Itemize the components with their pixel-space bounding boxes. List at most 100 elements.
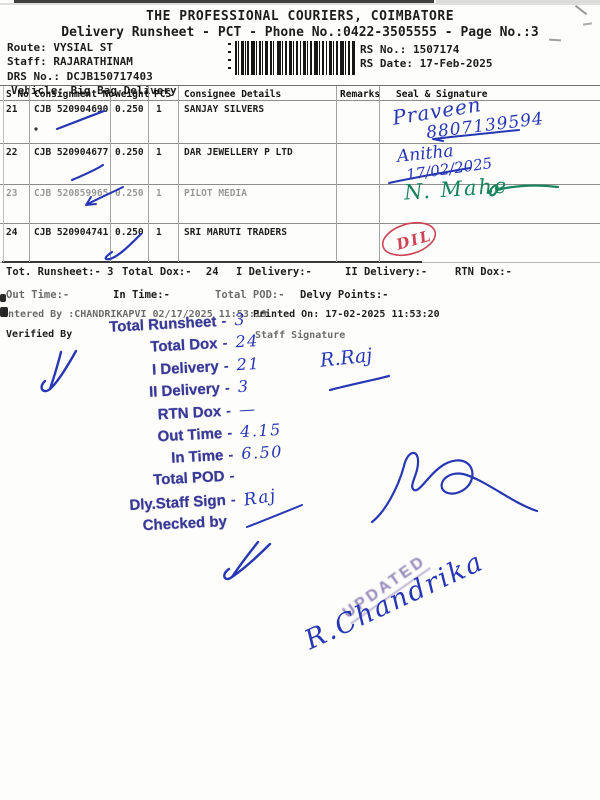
rs-date-field: RS Date: 17-Feb-2025	[360, 57, 492, 70]
table-row-cell-weight: 0.250	[115, 188, 144, 199]
hand-value: 3	[237, 376, 250, 397]
hand-label: Out Time	[157, 424, 223, 446]
col-header-seal: Seal & Signature	[396, 89, 488, 100]
hand-sep: -	[229, 467, 235, 485]
table-row-cell-consignee: PILOT MEDIA	[184, 188, 247, 199]
delvy-points-field: Delvy Points:-	[300, 289, 389, 301]
hand-label: In Time	[170, 447, 224, 468]
vehicle-field: Vehicle: Big Bag Delivery	[11, 84, 177, 97]
printed-on-line: Printed On: 17-02-2025 11:53:20	[253, 309, 440, 320]
table-border	[0, 100, 600, 101]
rs-date-label: RS Date:	[360, 57, 413, 70]
tot-runsheet-field: Tot. Runsheet:- 3	[6, 266, 113, 278]
drs-no-value: DCJB150717403	[66, 70, 153, 83]
table-row-cell-consignment: CJB 520904741	[34, 227, 109, 238]
hand-value: 4.15	[239, 419, 283, 442]
hand-sep: -	[224, 379, 231, 397]
row21-underline	[432, 129, 520, 142]
row21-signature-phone: 8807139594	[425, 108, 545, 144]
checked-by-checkmark	[223, 540, 272, 581]
table-border	[0, 85, 600, 86]
scan-artifact-top-bar3	[436, 0, 600, 3]
bottom-signature: R.Chandrika	[300, 546, 489, 657]
hand-sep: -	[226, 424, 233, 442]
i-delivery-field: I Delivery:-	[236, 266, 312, 278]
handwritten-summary-block: Total Runsheet - 3 Total Dox - 24 I Deli…	[86, 302, 397, 541]
hand-label: Total Dox	[149, 335, 218, 357]
staff-value: RAJARATHINAM	[53, 55, 133, 68]
out-time-field: Out Time:-	[6, 289, 69, 301]
delvy-points-label: Delvy Points:-	[300, 289, 389, 301]
hand-value: 21	[236, 353, 261, 374]
tot-runsheet-value: 3	[107, 266, 114, 278]
table-row-cell-pcs: 1	[156, 147, 162, 158]
tot-runsheet-label: Tot. Runsheet:-	[6, 266, 101, 278]
row23-signature-name: N. Mahe	[403, 173, 510, 205]
rs-no-field: RS No.: 1507174	[360, 43, 459, 56]
vehicle-label: Vehicle:	[11, 84, 64, 97]
out-time-label: Out Time:-	[6, 289, 70, 301]
hand-value: 24	[234, 331, 260, 352]
row22-signature-name: Anitha	[396, 141, 455, 167]
rs-no-label: RS No.:	[360, 43, 407, 56]
table-border	[148, 86, 149, 262]
hand-sep: -	[227, 446, 234, 465]
route-value: VYSIAL ST	[53, 41, 113, 54]
hand-label: Dly.Staff Sign	[129, 492, 227, 515]
in-time-field: In Time:-	[113, 289, 170, 301]
hand-sep: -	[223, 357, 230, 375]
hand-sep: -	[225, 402, 232, 420]
table-row-cell-weight: 0.250	[115, 104, 144, 115]
row23-signature-tail	[487, 184, 560, 197]
verified-checkmark	[40, 349, 78, 393]
table-row-cell-consignment: CJB 520904677	[34, 147, 109, 158]
scan-artifact-top-bar	[14, 0, 434, 3]
drs-no-label: DRS No.:	[7, 70, 60, 83]
total-pod-field: Total POD:-	[215, 289, 285, 301]
total-dox-field: Total Dox:- 24	[122, 266, 219, 278]
table-row-cell-weight: 0.250	[115, 147, 144, 158]
row22-signature-date: 17/02/2025	[405, 154, 494, 184]
table-border-dark	[2, 261, 422, 263]
table-row-cell-sno: 22	[6, 147, 18, 158]
table-row-cell-weight: 0.250	[115, 227, 144, 238]
table-row-cell-consignee: SANJAY SILVERS	[184, 104, 265, 115]
hand-value: —	[238, 398, 257, 419]
table-row-cell-consignment: CJB 520859965	[34, 188, 109, 199]
table-row-cell-sno: 21	[6, 104, 18, 115]
table-row-cell-consignee: SRI MARUTI TRADERS	[184, 227, 287, 238]
hand-value: 6.50	[240, 442, 284, 464]
dly-staff-sign-value: Raj	[242, 485, 279, 511]
table-border	[379, 86, 380, 262]
table-row-cell-sno: 23	[6, 188, 18, 199]
rs-no-value: 1507174	[412, 43, 460, 56]
hand-label: II Delivery	[148, 380, 221, 401]
table-border	[0, 143, 600, 144]
staff-signature-label: Staff Signature	[255, 330, 346, 341]
col-header-weight: Weight	[115, 89, 150, 100]
table-row-cell-sno: 24	[6, 227, 18, 238]
row22-underline	[388, 167, 471, 184]
row24-remark-dil: DIL	[394, 226, 435, 254]
total-pod-label: Total POD:-	[215, 289, 285, 301]
total-dox-value: 24	[205, 266, 219, 278]
drs-no-field: DRS No.: DCJB150717403	[7, 70, 153, 83]
ii-delivery-label: II Delivery:-	[345, 266, 428, 278]
table-border	[178, 86, 179, 262]
i-delivery-label: I Delivery:-	[236, 266, 312, 278]
staff-label: Staff:	[7, 55, 47, 68]
col-header-pcs: PCS	[154, 89, 172, 100]
large-loop-signature	[370, 451, 539, 524]
table-row-cell-pcs: 1	[156, 104, 162, 115]
table-row-cell-pcs: 1	[156, 188, 162, 199]
route-field: Route: VYSIAL ST	[7, 41, 113, 54]
hand-label: I Delivery	[151, 357, 220, 379]
col-header-sno: S No	[6, 89, 29, 100]
table-border	[0, 184, 600, 185]
document-title: THE PROFESSIONAL COURIERS, COIMBATORE	[145, 9, 455, 24]
table-border	[3, 86, 4, 262]
row22-tick-mark	[70, 163, 105, 182]
barcode-icon	[228, 41, 355, 75]
rtn-dox-label: RTN Dox:-	[455, 266, 512, 278]
